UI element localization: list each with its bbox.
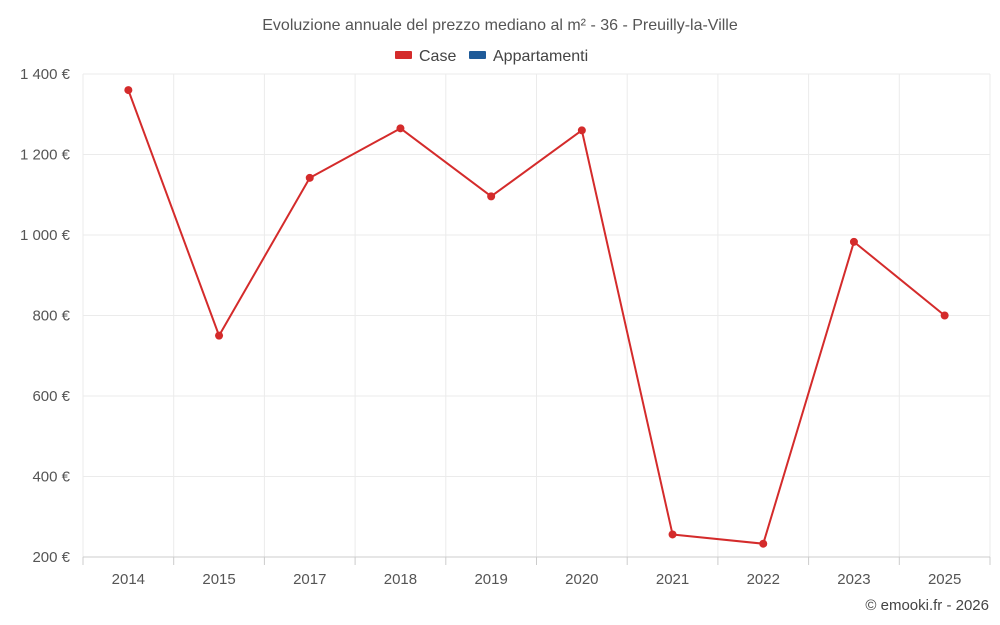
series-case	[124, 86, 949, 548]
data-point-case-2022[interactable]	[759, 539, 768, 548]
data-point-case-2025[interactable]	[940, 311, 949, 320]
y-tick-label: 600 €	[32, 388, 70, 405]
x-tick-label: 2015	[202, 571, 235, 588]
y-tick-label: 400 €	[32, 469, 70, 486]
x-tick-label: 2014	[112, 571, 145, 588]
credit-text: © emooki.fr - 2026	[865, 597, 989, 614]
chart-title: Evoluzione annuale del prezzo mediano al…	[262, 17, 738, 34]
data-point-case-2015[interactable]	[215, 331, 224, 340]
legend-label-case[interactable]: Case	[419, 48, 456, 65]
legend-swatch-case	[395, 51, 412, 59]
x-tick-label: 2018	[384, 571, 417, 588]
y-tick-label: 200 €	[32, 549, 70, 566]
series-line-case	[127, 89, 946, 545]
x-tick-label: 2022	[747, 571, 780, 588]
y-tick-label: 1 000 €	[20, 227, 71, 244]
data-point-case-2019[interactable]	[487, 192, 496, 201]
data-point-case-2023[interactable]	[849, 237, 858, 246]
y-axis: 200 € 400 € 600 € 800 € 1 000 € 1 200 € 1 400 …	[20, 66, 71, 566]
data-point-case-2014[interactable]	[124, 86, 133, 95]
data-point-case-2018[interactable]	[396, 124, 405, 133]
data-point-case-2021[interactable]	[668, 530, 677, 539]
legend-label-appartamenti[interactable]: Appartamenti	[493, 48, 588, 65]
gridlines	[82, 73, 991, 558]
x-axis: 2014 2015 2017 2018 2019 2020 2021 2022 2023 2025	[82, 556, 991, 588]
x-tick-label: 2019	[474, 571, 507, 588]
y-tick-label: 1 200 €	[20, 147, 71, 164]
legend-swatch-appartamenti	[469, 51, 486, 59]
x-tick-label: 2021	[656, 571, 689, 588]
data-point-case-2020[interactable]	[577, 126, 586, 135]
x-tick-label: 2023	[837, 571, 870, 588]
data-point-case-2017[interactable]	[305, 173, 314, 182]
x-tick-label: 2025	[928, 571, 961, 588]
y-tick-label: 1 400 €	[20, 66, 71, 83]
y-tick-label: 800 €	[32, 308, 70, 325]
legend: Case Appartamenti	[395, 48, 588, 65]
x-tick-label: 2017	[293, 571, 326, 588]
x-tick-label: 2020	[565, 571, 598, 588]
